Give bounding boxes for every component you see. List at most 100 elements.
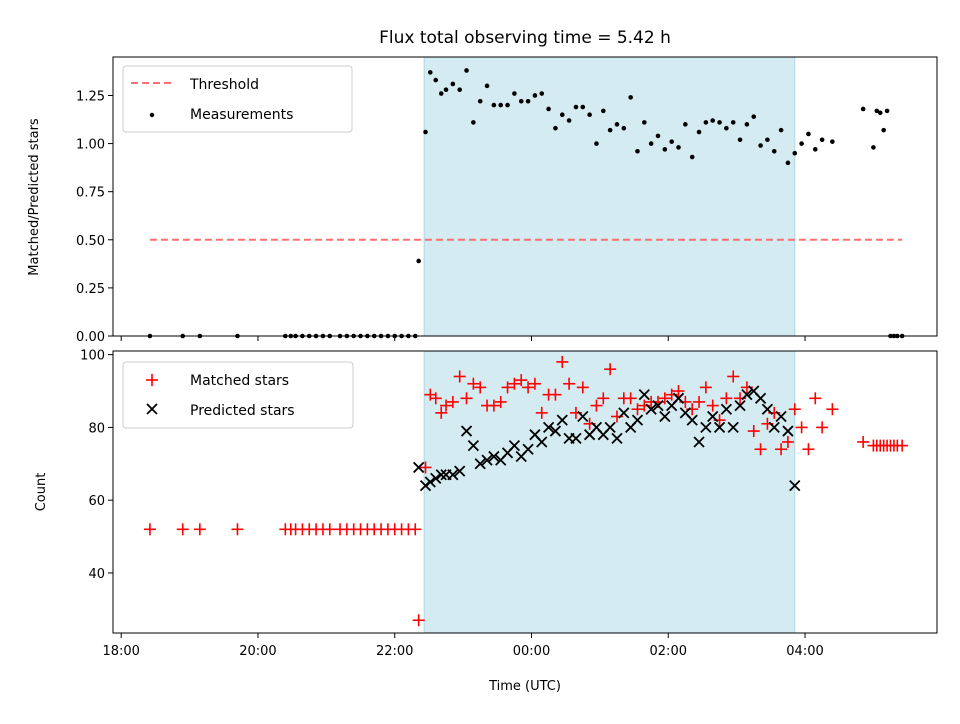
y-tick-label: 0.75 <box>76 186 105 201</box>
ratio-panel-measurements <box>147 68 905 339</box>
measurement-point <box>546 106 551 112</box>
measurement-point <box>792 150 798 156</box>
measurement-point <box>512 91 517 96</box>
measurement-point <box>532 93 538 98</box>
predicted-stars-point <box>577 410 589 423</box>
matched-stars-point <box>809 392 822 405</box>
legend-threshold-label: Threshold <box>189 77 259 93</box>
matched-stars-point <box>693 395 706 408</box>
predicted-stars-point <box>508 439 521 452</box>
measurement-point <box>874 108 880 114</box>
y-tick-label: 80 <box>88 421 105 436</box>
count-legend-box <box>122 361 354 429</box>
measurement-point <box>744 122 750 127</box>
measurement-point <box>450 81 456 87</box>
matched-stars-point <box>453 370 466 383</box>
ratio-panel: 0.00 0.25 0.50 0.75 1.00 1.25 Matched/Predict… <box>27 56 938 345</box>
predicted-stars-point <box>775 410 787 423</box>
predicted-stars-point <box>713 421 726 434</box>
matched-stars-point <box>143 523 156 536</box>
predicted-stars-point <box>611 432 623 444</box>
measurement-point <box>477 98 483 104</box>
matched-stars-point <box>658 392 671 405</box>
matched-stars-point <box>409 523 422 536</box>
x-tick-label: 00:00 <box>513 644 550 659</box>
measurement-point <box>594 141 599 146</box>
predicted-stars-point <box>700 421 712 434</box>
measurement-point <box>689 154 695 160</box>
measurement-point <box>607 127 613 133</box>
matched-stars-point <box>706 399 719 412</box>
matched-stars-point <box>826 403 839 416</box>
measurement-point <box>884 108 890 114</box>
predicted-stars-point <box>707 410 719 423</box>
x-axis-label: Time (UTC) <box>488 679 561 694</box>
measurement-point <box>683 122 688 127</box>
matched-stars-point <box>720 392 733 405</box>
measurement-point <box>600 108 606 114</box>
ratio-panel-frame <box>112 56 938 337</box>
measurement-point <box>771 148 777 154</box>
measurement-point <box>457 87 462 93</box>
measurement-point <box>669 139 674 144</box>
legend-matched-label: Matched stars <box>190 373 289 389</box>
measurement-point <box>539 91 545 96</box>
matched-stars-point <box>193 523 206 536</box>
matched-stars-point <box>494 395 507 408</box>
measurement-point <box>655 133 661 139</box>
measurement-point <box>464 68 469 73</box>
measurement-point <box>498 102 504 108</box>
predicted-stars-point <box>761 403 774 415</box>
y-tick-label: 0.50 <box>76 234 105 249</box>
matched-stars-point <box>781 435 794 448</box>
measurement-point <box>525 98 531 104</box>
matched-stars-point <box>435 406 448 419</box>
matched-stars-point <box>231 523 244 536</box>
predicted-stars-point <box>413 461 425 474</box>
x-tick-label: 18:00 <box>102 644 139 659</box>
y-tick-label: 1.00 <box>76 138 105 153</box>
predicted-stars-point <box>727 421 739 434</box>
predicted-stars-point <box>549 425 562 437</box>
predicted-stars-point <box>430 472 442 484</box>
matched-stars-point <box>631 403 644 416</box>
measurement-point <box>471 120 476 125</box>
measurement-point <box>559 112 565 118</box>
y-tick-label: 0.00 <box>76 330 105 345</box>
count-panel-y-axis: 40 60 80 100 <box>80 349 113 582</box>
measurement-point <box>758 143 763 148</box>
measurement-point <box>812 147 818 152</box>
matched-stars-point <box>487 399 500 412</box>
measurement-point <box>553 125 558 131</box>
measurement-point <box>580 104 586 110</box>
measurement-point <box>785 160 791 166</box>
predicted-stars-point <box>570 432 582 444</box>
measurement-point <box>628 95 633 100</box>
predicted-stars-point <box>741 389 753 401</box>
legend-matched-swatch <box>146 374 158 386</box>
measurement-point <box>505 102 510 108</box>
matched-stars-point <box>429 392 442 405</box>
predicted-stars-point <box>686 414 698 426</box>
matched-stars-point <box>176 523 189 536</box>
matched-stars-point <box>556 355 569 368</box>
count-panel-frame <box>112 350 938 634</box>
measurement-point <box>484 83 490 89</box>
matched-stars-point <box>522 381 535 394</box>
matched-stars-point <box>597 392 610 405</box>
measurement-point <box>621 125 627 131</box>
measurement-point <box>799 141 804 146</box>
measurement-point <box>587 112 592 118</box>
x-tick-label: 22:00 <box>376 644 413 659</box>
count-panel-observing-window <box>423 350 796 634</box>
matched-stars-point <box>699 381 712 394</box>
predicted-stars-point <box>754 392 767 404</box>
predicted-stars-point <box>659 410 671 423</box>
matched-stars-point <box>467 377 480 390</box>
matched-stars-point <box>412 614 425 627</box>
matched-stars-point <box>816 421 829 434</box>
predicted-stars-point <box>734 399 746 412</box>
matched-stars-point <box>795 421 808 434</box>
matched-stars-point <box>549 388 562 401</box>
y-tick-label: 100 <box>80 349 105 364</box>
